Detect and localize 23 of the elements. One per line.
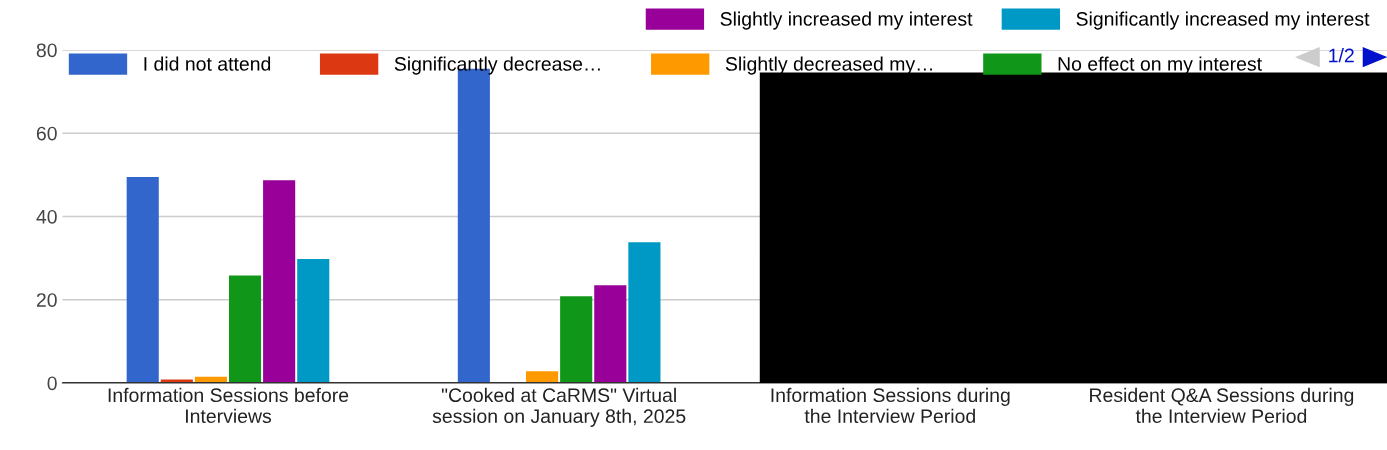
bar xyxy=(526,371,559,383)
y-tick-label: 80 xyxy=(36,43,57,58)
bar xyxy=(297,258,330,383)
bar xyxy=(560,296,593,383)
legend-label: Significantly increased my interest xyxy=(1076,11,1370,30)
bar xyxy=(628,242,661,383)
x-tick-label: Information Sessions before Interviews xyxy=(108,387,349,424)
x-tick-label: "Cooked at CaRMS" Virtual session on January 8th, 2025 xyxy=(432,387,686,427)
legend-label: I did not attend xyxy=(144,56,271,71)
annotation: 1/2 xyxy=(1329,48,1354,63)
legend-label: Slightly increased my interest xyxy=(720,11,973,30)
y-tick-label: 60 xyxy=(36,126,57,141)
y-tick-label: 40 xyxy=(36,209,57,224)
y-tick-label: 20 xyxy=(36,293,57,307)
bar xyxy=(228,275,262,383)
legend-label: No effect on my interest xyxy=(1058,56,1262,75)
x-tick-label: Information Sessions during the Interview Period xyxy=(771,387,1010,424)
bar xyxy=(126,176,159,383)
bar xyxy=(594,285,627,383)
legend-label: Significantly decrease… xyxy=(394,56,600,75)
bar xyxy=(263,180,296,383)
y-tick-label: 0 xyxy=(47,376,57,391)
x-tick-label: Resident Q&A Sessions during the Interview Period xyxy=(1090,387,1354,424)
